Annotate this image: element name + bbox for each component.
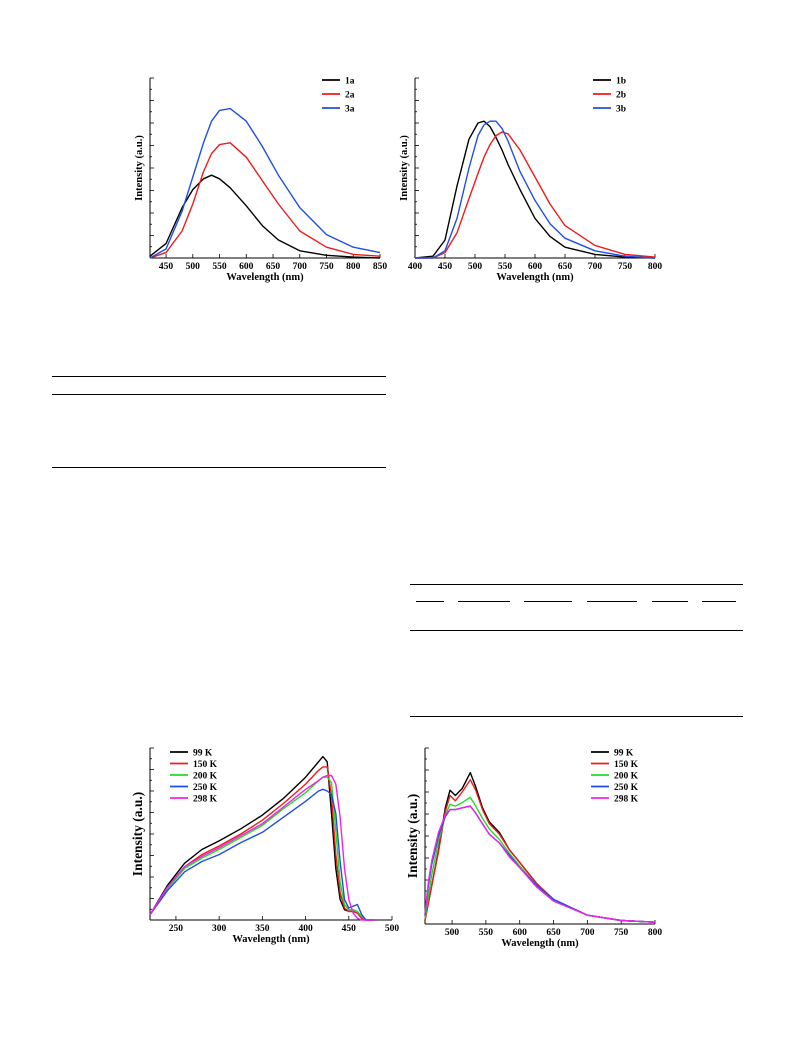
legend-label: 3b — [616, 105, 626, 115]
y-axis-label: Intensity (a.u.) — [130, 792, 145, 876]
legend-label: 150 K — [614, 760, 639, 770]
legend-label: 2a — [345, 91, 355, 101]
x-tick-label: 800 — [648, 262, 663, 272]
legend-label: 2b — [616, 91, 626, 101]
table-2-group-rule — [416, 601, 444, 602]
table-2-group-rule — [702, 601, 736, 602]
legend-label: 3a — [345, 105, 355, 115]
x-tick-label: 550 — [479, 928, 494, 938]
x-tick-label: 450 — [438, 262, 453, 272]
legend-label: 150 K — [193, 760, 218, 770]
legend-label: 1b — [616, 77, 626, 87]
y-axis-label: Intensity (a.u.) — [405, 794, 420, 878]
x-tick-label: 750 — [614, 928, 629, 938]
x-tick-label: 450 — [159, 262, 174, 272]
x-tick-label: 350 — [255, 924, 270, 934]
series-line-1 — [149, 766, 375, 921]
legend-label: 99 K — [614, 749, 634, 759]
x-tick-label: 650 — [558, 262, 573, 272]
x-tick-label: 700 — [580, 928, 595, 938]
x-tick-label: 650 — [266, 262, 281, 272]
series-line-2 — [149, 107, 381, 259]
series-line-2 — [415, 120, 656, 259]
y-axis-label: Intensity (a.u.) — [134, 135, 145, 201]
x-tick-label: 700 — [588, 262, 603, 272]
legend-label: 99 K — [193, 749, 213, 759]
table-1-bottom-rule — [52, 467, 386, 468]
x-tick-label: 550 — [498, 262, 513, 272]
x-tick-label: 500 — [385, 924, 400, 934]
x-tick-label: 600 — [528, 262, 543, 272]
table-2-header-rule — [410, 630, 743, 631]
x-tick-label: 250 — [169, 924, 184, 934]
x-tick-label: 650 — [546, 928, 561, 938]
x-tick-label: 400 — [298, 924, 313, 934]
x-tick-label: 450 — [342, 924, 357, 934]
table-2-bottom-rule — [410, 716, 743, 717]
series-line-1 — [149, 142, 381, 259]
legend-label: 250 K — [614, 783, 639, 793]
x-tick-label: 300 — [212, 924, 227, 934]
series-line-1 — [415, 131, 656, 259]
x-tick-label: 600 — [239, 262, 254, 272]
table-2-group-rule — [587, 601, 637, 602]
x-tick-label: 700 — [293, 262, 308, 272]
series-line-4 — [149, 774, 375, 921]
x-tick-label: 850 — [373, 262, 388, 272]
series-line-3 — [424, 805, 656, 923]
legend-label: 200 K — [614, 772, 639, 782]
x-tick-label: 750 — [618, 262, 633, 272]
legend-label: 298 K — [193, 795, 218, 805]
x-tick-label: 600 — [513, 928, 528, 938]
x-tick-label: 800 — [648, 928, 663, 938]
temperature-spectra-chart-a: 250 300 350 400 450 500 Wavelength (nm) Intensi… — [130, 747, 400, 945]
table-2-group-rule — [458, 601, 510, 602]
x-axis-label: Wavelength (nm) — [232, 934, 310, 945]
x-axis-label: Wavelength (nm) — [501, 938, 579, 949]
x-tick-label: 500 — [468, 262, 483, 272]
x-axis-label: Wavelength (nm) — [496, 272, 574, 283]
x-tick-label: 500 — [186, 262, 201, 272]
x-tick-label: 750 — [319, 262, 334, 272]
x-tick-label: 500 — [445, 928, 460, 938]
x-axis-label: Wavelength (nm) — [226, 272, 304, 283]
table-2-group-rule — [524, 601, 572, 602]
y-axis-label: Intensity (a.u.) — [399, 135, 410, 201]
x-tick-label: 400 — [408, 262, 423, 272]
emission-spectra-chart-a: 450 500 550 600 650 700 750 800 850 Wavelength (n… — [134, 77, 388, 284]
series-line-0 — [414, 120, 656, 259]
emission-spectra-chart-b: 400 450 500 550 600 650 700 750 800 Wavelength (n… — [399, 77, 663, 284]
x-tick-label: 550 — [212, 262, 227, 272]
temperature-spectra-chart-b: 500 550 600 650 700 750 800 Wavelength (nm) Inte… — [405, 747, 663, 949]
series-line-2 — [424, 796, 656, 923]
x-tick-label: 800 — [346, 262, 361, 272]
legend-label: 1a — [345, 77, 355, 87]
series-line-2 — [149, 776, 375, 921]
table-2-group-rule — [652, 601, 688, 602]
table-1-header-rule — [52, 394, 386, 395]
series-line-3 — [149, 788, 375, 921]
table-1-top-rule — [52, 376, 386, 377]
table-2-top-rule — [410, 584, 743, 585]
series-line-0 — [149, 174, 381, 259]
legend-label: 298 K — [614, 795, 639, 805]
legend-label: 250 K — [193, 783, 218, 793]
legend-label: 200 K — [193, 772, 218, 782]
series-line-4 — [424, 805, 656, 923]
